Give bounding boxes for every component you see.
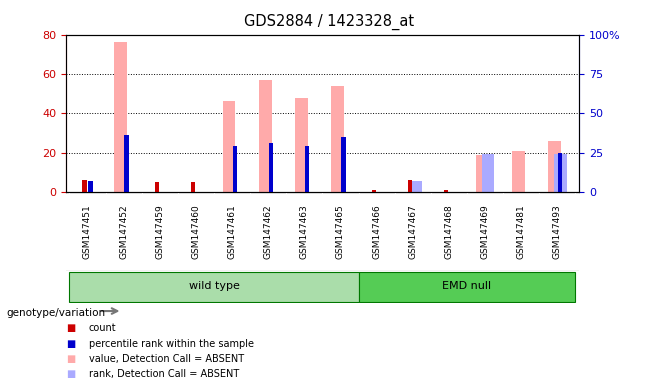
- Text: GDS2884 / 1423328_at: GDS2884 / 1423328_at: [244, 13, 414, 30]
- Text: percentile rank within the sample: percentile rank within the sample: [89, 339, 254, 349]
- Text: GSM147467: GSM147467: [408, 204, 417, 259]
- Text: EMD null: EMD null: [442, 281, 492, 291]
- Text: ■: ■: [66, 369, 75, 379]
- Bar: [88, 181, 93, 192]
- Bar: [372, 190, 376, 192]
- Text: GSM147460: GSM147460: [191, 204, 201, 259]
- Text: wild type: wild type: [189, 281, 240, 291]
- Bar: [444, 190, 448, 192]
- Bar: [259, 80, 272, 192]
- Bar: [69, 272, 359, 302]
- Text: value, Detection Call = ABSENT: value, Detection Call = ABSENT: [89, 354, 244, 364]
- Bar: [558, 153, 563, 192]
- Text: GSM147465: GSM147465: [336, 204, 345, 259]
- Text: ■: ■: [66, 339, 75, 349]
- Bar: [295, 98, 308, 192]
- Text: GSM147493: GSM147493: [553, 204, 562, 259]
- Bar: [155, 182, 159, 192]
- Text: ■: ■: [66, 323, 75, 333]
- Text: rank, Detection Call = ABSENT: rank, Detection Call = ABSENT: [89, 369, 239, 379]
- Bar: [233, 146, 237, 192]
- Bar: [114, 43, 127, 192]
- Text: GSM147481: GSM147481: [517, 204, 526, 259]
- Bar: [82, 180, 87, 192]
- Text: GSM147468: GSM147468: [444, 204, 453, 259]
- Bar: [476, 155, 488, 192]
- Text: GSM147461: GSM147461: [228, 204, 237, 259]
- Text: GSM147452: GSM147452: [119, 204, 128, 259]
- Bar: [342, 137, 345, 192]
- Bar: [408, 180, 412, 192]
- Bar: [409, 181, 422, 192]
- Bar: [191, 182, 195, 192]
- Bar: [124, 135, 129, 192]
- Bar: [331, 86, 344, 192]
- Text: GSM147451: GSM147451: [83, 204, 92, 259]
- Text: genotype/variation: genotype/variation: [7, 308, 106, 318]
- Text: GSM147463: GSM147463: [300, 204, 309, 259]
- Text: GSM147469: GSM147469: [480, 204, 490, 259]
- Text: ■: ■: [66, 354, 75, 364]
- Bar: [482, 154, 494, 192]
- Bar: [269, 143, 273, 192]
- Bar: [359, 272, 576, 302]
- Text: count: count: [89, 323, 116, 333]
- Text: GSM147459: GSM147459: [155, 204, 164, 259]
- Text: GSM147462: GSM147462: [264, 204, 272, 259]
- Bar: [512, 151, 524, 192]
- Bar: [548, 141, 561, 192]
- Text: GSM147466: GSM147466: [372, 204, 381, 259]
- Bar: [223, 101, 236, 192]
- Bar: [305, 146, 309, 192]
- Bar: [554, 154, 567, 192]
